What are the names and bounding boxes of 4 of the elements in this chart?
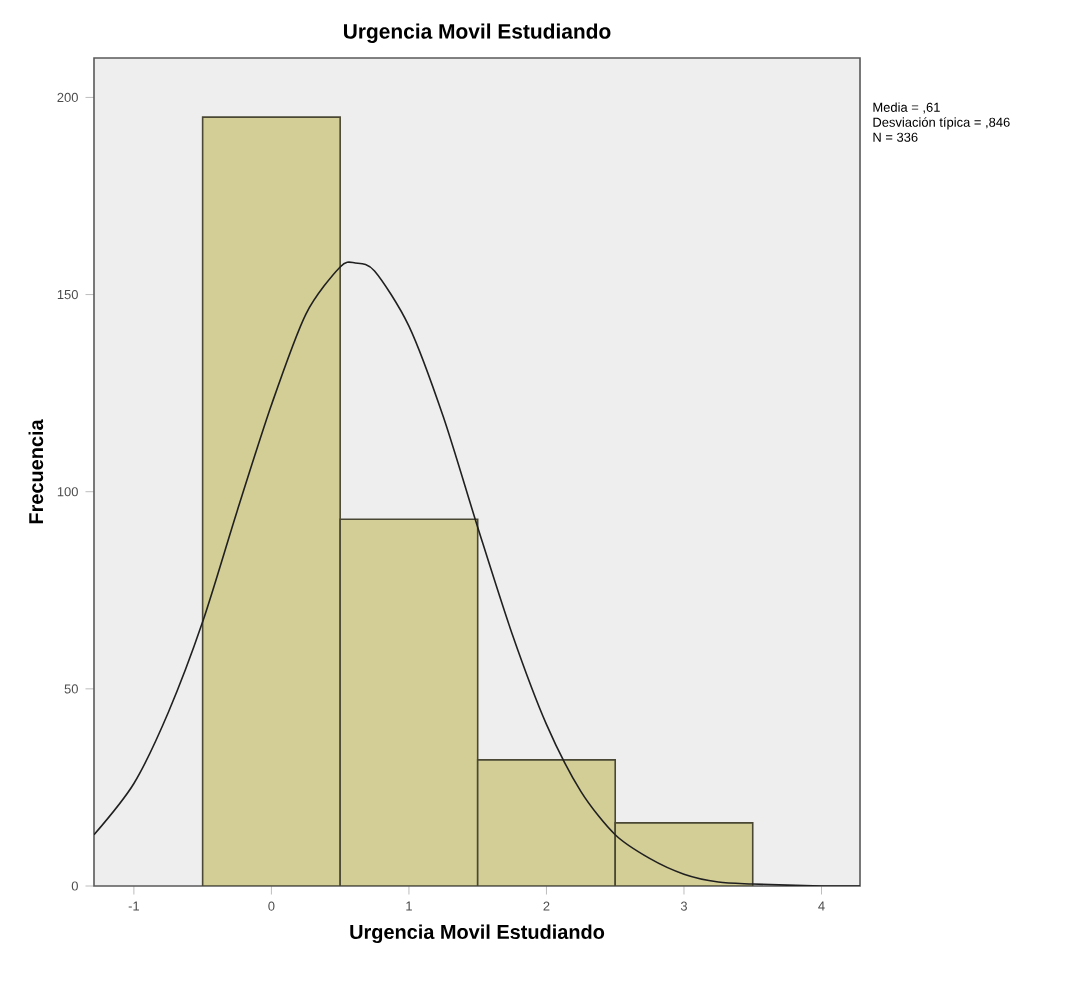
chart-title: Urgencia Movil Estudiando bbox=[343, 23, 611, 43]
y-axis-title: Frecuencia bbox=[28, 419, 44, 524]
x-axis-title: Urgencia Movil Estudiando bbox=[350, 924, 605, 944]
line-series bbox=[94, 262, 861, 886]
